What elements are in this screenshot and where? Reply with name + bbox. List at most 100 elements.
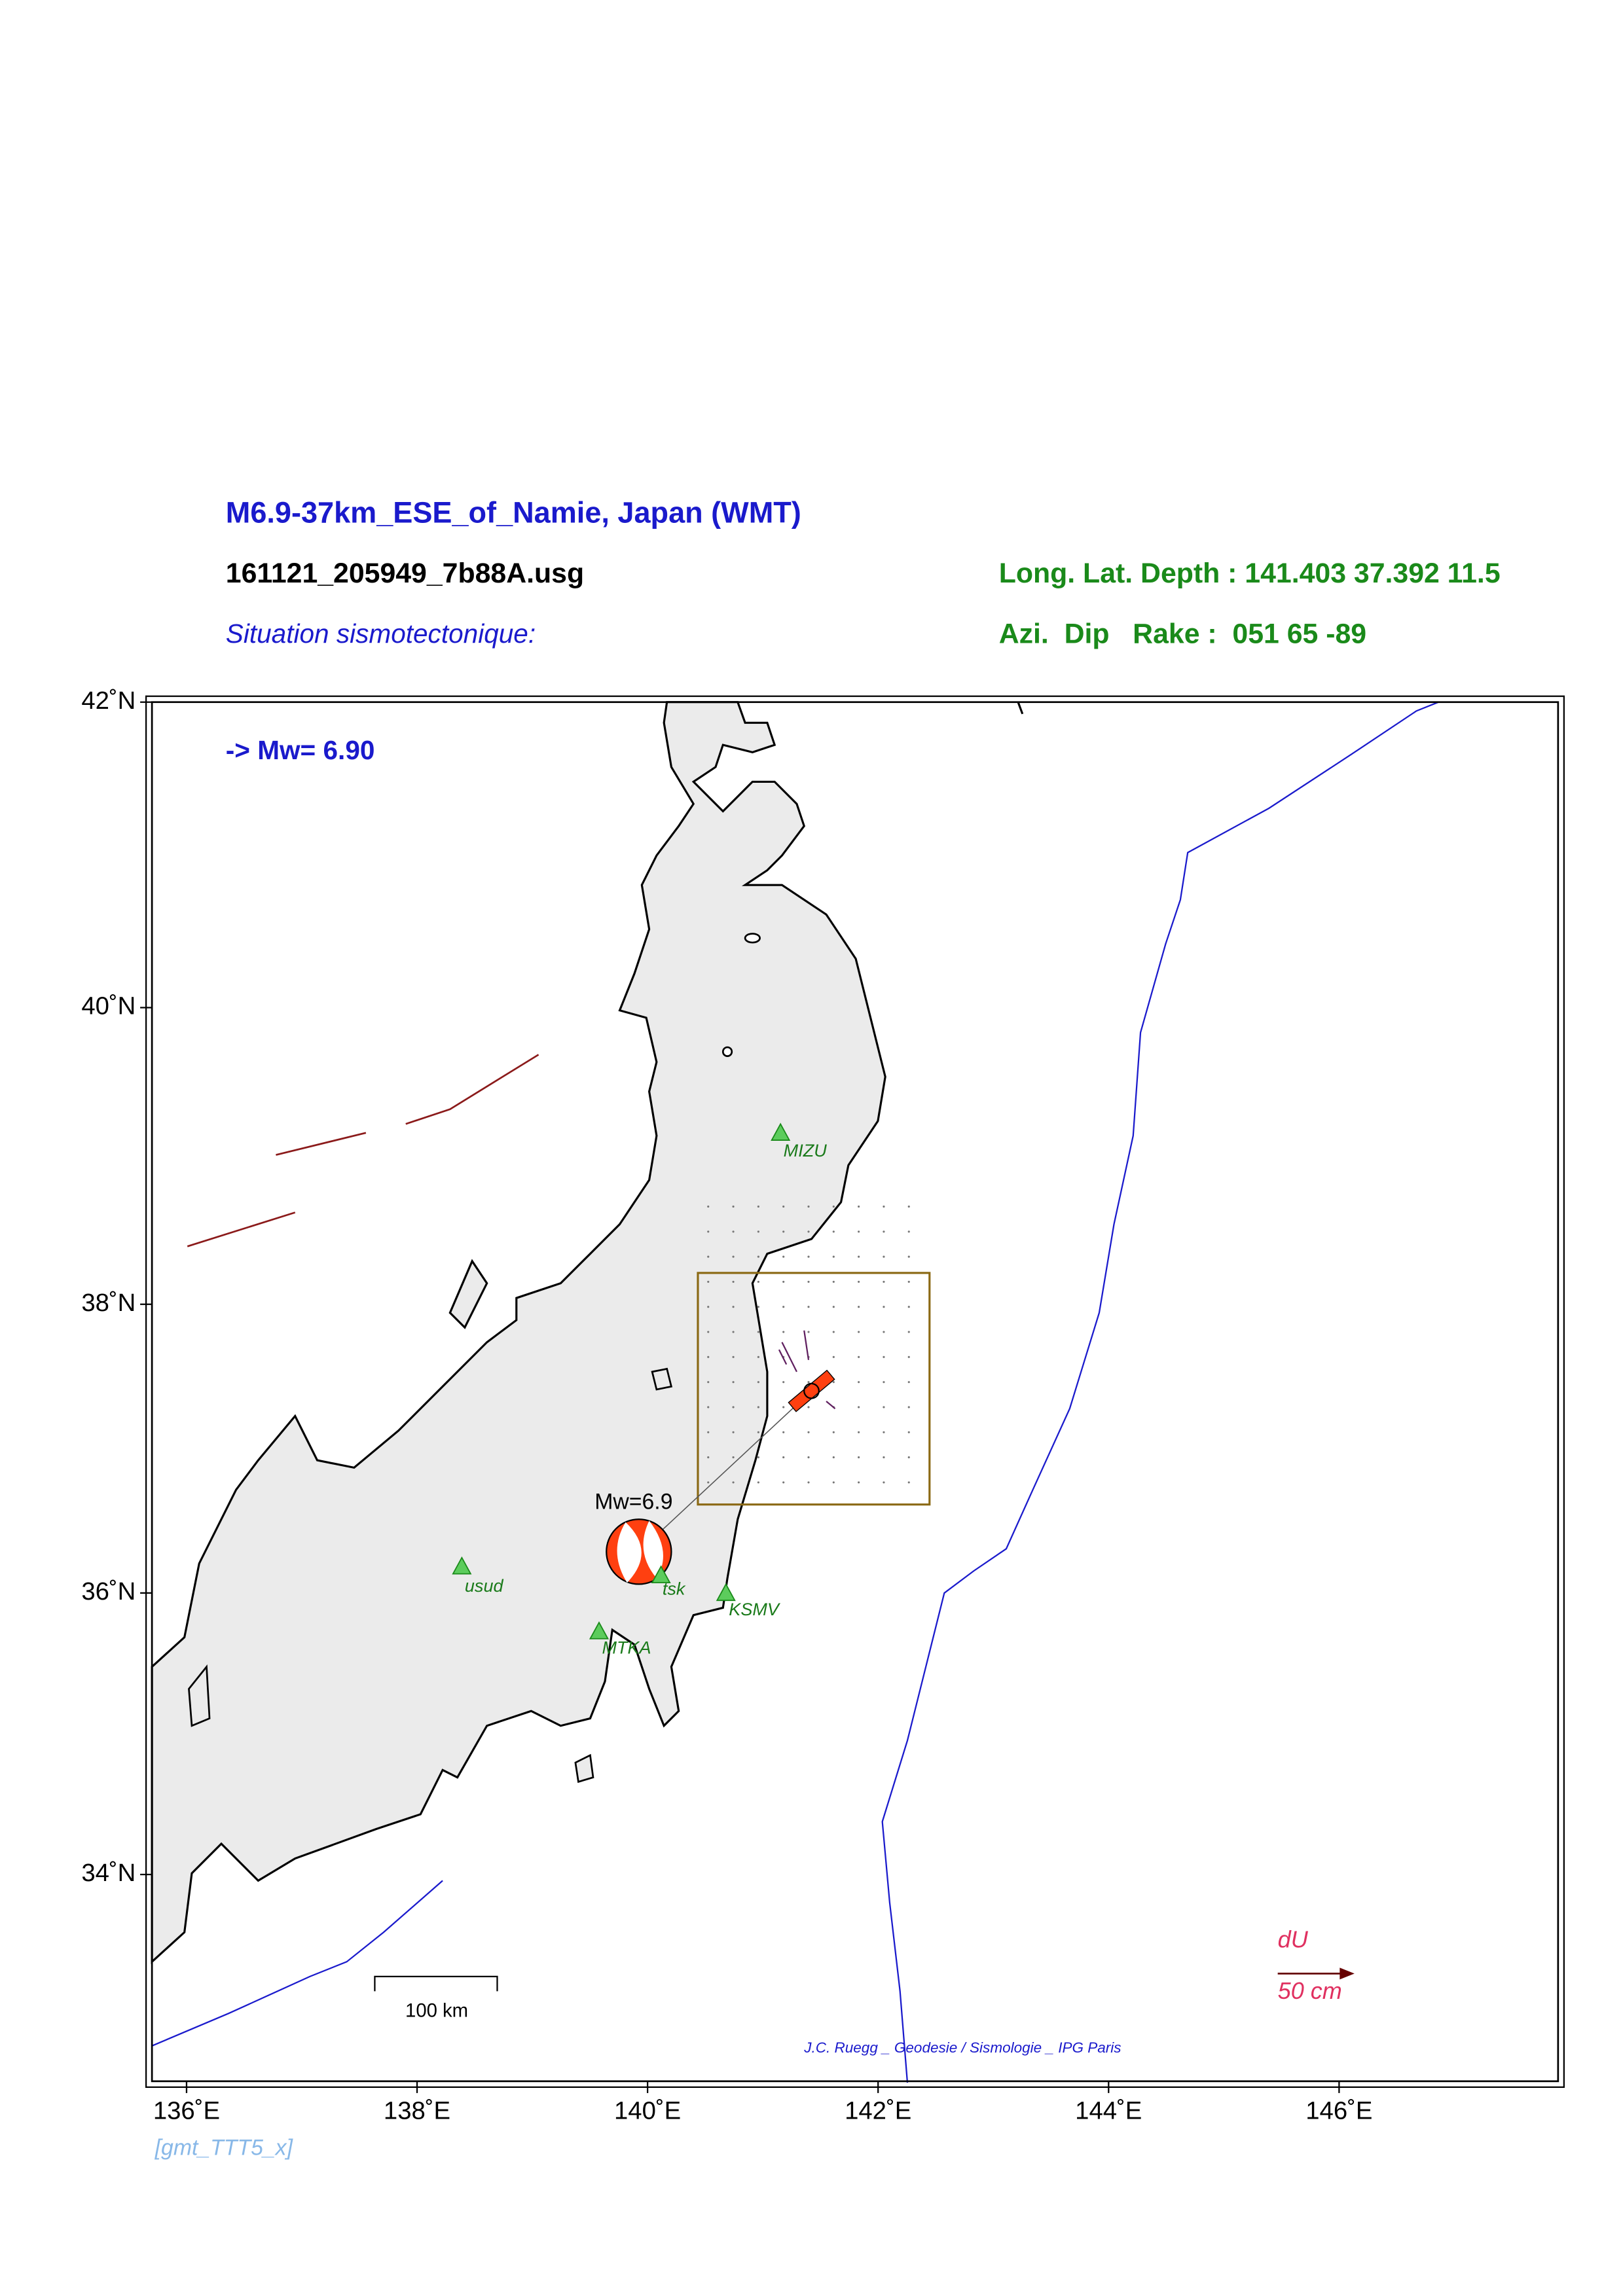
grid-dot bbox=[907, 1431, 910, 1433]
station-marker bbox=[716, 1583, 736, 1602]
grid-dot bbox=[832, 1431, 835, 1433]
leader-line bbox=[638, 1390, 812, 1552]
grid-dot bbox=[782, 1456, 785, 1459]
grid-dot bbox=[707, 1355, 710, 1358]
title: M6.9-37km_ESE_of_Namie, Japan (WMT) bbox=[226, 495, 801, 529]
magnitude-label: -> Mw= 6.90 bbox=[226, 735, 375, 765]
scale-bar bbox=[374, 1975, 498, 1992]
grid-dot bbox=[807, 1306, 810, 1308]
grid-dot bbox=[832, 1205, 835, 1208]
zoom-box bbox=[697, 1272, 931, 1506]
grid-dot bbox=[782, 1230, 785, 1233]
x-tick-label: 140˚E bbox=[614, 2096, 681, 2125]
grid-dot bbox=[883, 1255, 885, 1258]
grid-dot bbox=[757, 1355, 759, 1358]
grid-dot bbox=[732, 1255, 735, 1258]
grid-dot bbox=[782, 1431, 785, 1433]
grid-dot bbox=[732, 1280, 735, 1283]
station-marker bbox=[452, 1556, 472, 1575]
scale-bar-label: 100 km bbox=[405, 2000, 468, 2022]
land bbox=[151, 701, 1024, 1964]
vector bbox=[826, 1401, 836, 1410]
frame-border bbox=[151, 701, 1559, 2083]
grid-dot bbox=[732, 1230, 735, 1233]
station-label: usud bbox=[465, 1576, 504, 1596]
beachball-label: Mw=6.9 bbox=[594, 1489, 672, 1514]
mechanism: Azi. Dip Rake : 051 65 -89 bbox=[999, 619, 1366, 650]
grid-dot bbox=[782, 1381, 785, 1384]
y-tick-label: 36˚N bbox=[81, 1577, 136, 1605]
grid-dot bbox=[858, 1406, 860, 1408]
grid-dot bbox=[807, 1431, 810, 1433]
subtitle: Situation sismotectonique: bbox=[226, 619, 536, 649]
grid-dot bbox=[757, 1230, 759, 1233]
grid-dot bbox=[858, 1331, 860, 1333]
grid-dot bbox=[832, 1331, 835, 1333]
frame bbox=[145, 695, 1565, 2089]
epicenter bbox=[788, 1369, 835, 1412]
x-tick-label: 146˚E bbox=[1305, 2096, 1372, 2125]
trench bbox=[151, 701, 1439, 2083]
grid-dot bbox=[757, 1306, 759, 1308]
grid-dot bbox=[807, 1205, 810, 1208]
grid-dot bbox=[858, 1381, 860, 1384]
grid-dot bbox=[907, 1481, 910, 1484]
grid-dot bbox=[707, 1230, 710, 1233]
grid-dot bbox=[883, 1481, 885, 1484]
y-tick-label: 40˚N bbox=[81, 992, 136, 1020]
grid-dot bbox=[907, 1255, 910, 1258]
grid-dot bbox=[858, 1230, 860, 1233]
grid-dot bbox=[883, 1381, 885, 1384]
grid-dot bbox=[883, 1456, 885, 1459]
grid-dot bbox=[832, 1481, 835, 1484]
y-tick-label: 42˚N bbox=[81, 687, 136, 715]
vectors bbox=[707, 1205, 910, 1484]
grid-dot bbox=[707, 1331, 710, 1333]
grid-dot bbox=[807, 1255, 810, 1258]
grid-dot bbox=[858, 1456, 860, 1459]
grid-dot bbox=[707, 1431, 710, 1433]
station-label: MTKA bbox=[602, 1638, 651, 1658]
grid-dot bbox=[782, 1255, 785, 1258]
grid-dot bbox=[907, 1331, 910, 1333]
credit: J.C. Ruegg _ Geodesie / Sismologie _ IPG… bbox=[803, 2039, 1121, 2056]
grid-dot bbox=[757, 1381, 759, 1384]
grid-dot bbox=[732, 1381, 735, 1384]
station-label: MIZU bbox=[784, 1141, 828, 1160]
grid-dot bbox=[757, 1280, 759, 1283]
grid-dot bbox=[907, 1280, 910, 1283]
grid-dot bbox=[883, 1406, 885, 1408]
grid-dot bbox=[832, 1381, 835, 1384]
x-tick-label: 142˚E bbox=[845, 2096, 911, 2125]
grid-dot bbox=[907, 1355, 910, 1358]
legend-arrow bbox=[1277, 1967, 1355, 1980]
y-tick-label: 34˚N bbox=[81, 1859, 136, 1887]
grid-dot bbox=[883, 1306, 885, 1308]
grid-dot bbox=[858, 1355, 860, 1358]
grid-dot bbox=[732, 1481, 735, 1484]
grid-dot bbox=[757, 1431, 759, 1433]
grid-dot bbox=[832, 1280, 835, 1283]
grid-dot bbox=[858, 1255, 860, 1258]
x-tick-label: 136˚E bbox=[153, 2096, 220, 2125]
vector bbox=[803, 1330, 810, 1361]
grid-dot bbox=[832, 1255, 835, 1258]
grid-dot bbox=[707, 1255, 710, 1258]
station-marker bbox=[651, 1565, 671, 1584]
grid-dot bbox=[907, 1230, 910, 1233]
grid-dot bbox=[807, 1331, 810, 1333]
grid-dot bbox=[757, 1456, 759, 1459]
grid-dot bbox=[883, 1431, 885, 1433]
footer: [gmt_TTT5_x] bbox=[155, 2135, 294, 2160]
grid-dot bbox=[832, 1306, 835, 1308]
vector bbox=[781, 1342, 797, 1372]
grid-dot bbox=[782, 1331, 785, 1333]
grid-dot bbox=[883, 1280, 885, 1283]
grid-dot bbox=[807, 1280, 810, 1283]
grid-dot bbox=[907, 1406, 910, 1408]
grid-dot bbox=[732, 1456, 735, 1459]
grid-dot bbox=[832, 1456, 835, 1459]
vector bbox=[778, 1349, 788, 1365]
